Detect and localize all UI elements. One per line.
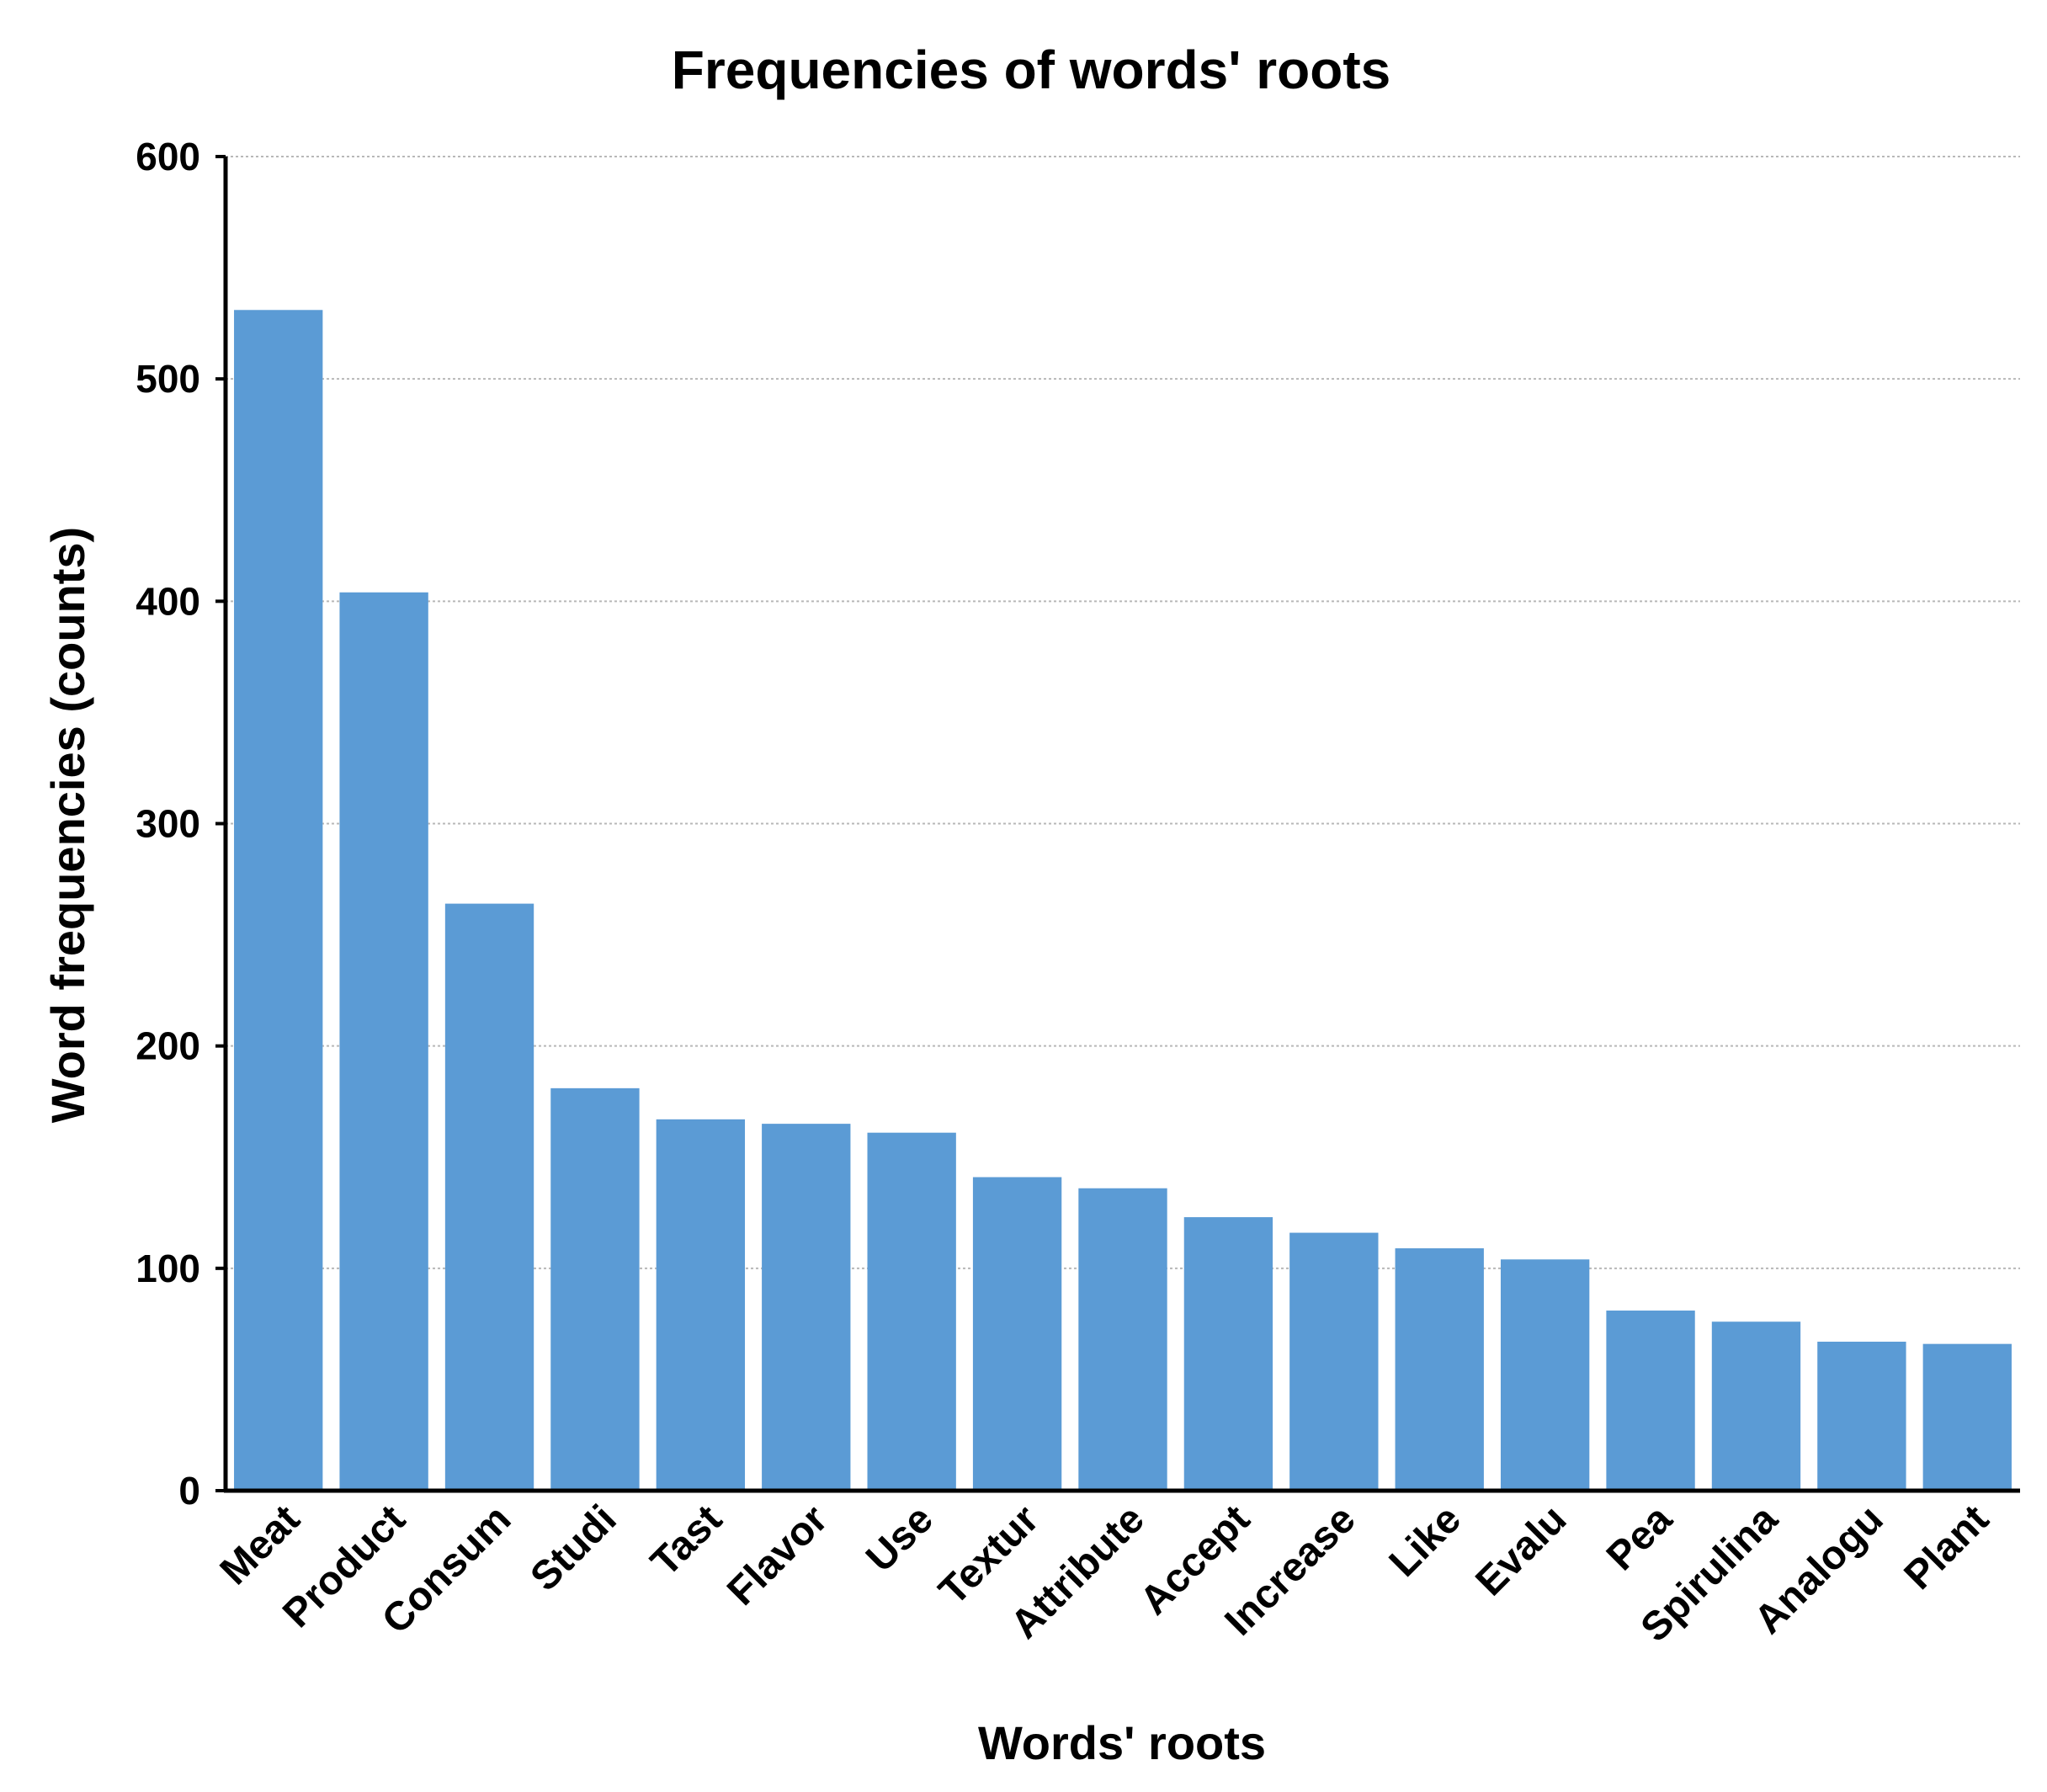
y-tick-label: 200 [136, 1024, 200, 1068]
y-tick-labels: 0 100 200 300 400 500 600 [136, 135, 200, 1513]
bar-flavor [762, 1124, 851, 1491]
bar-consum [444, 903, 534, 1491]
bar-increase [1289, 1232, 1379, 1491]
bar-product [339, 592, 428, 1492]
y-axis-title: Word frequencies (counts) [41, 527, 94, 1123]
bar-spirulina [1711, 1321, 1801, 1491]
bars [234, 310, 2012, 1492]
x-tick-label: Tast [642, 1497, 731, 1585]
x-tick-label: Flavor [719, 1497, 836, 1614]
y-tick-label: 600 [136, 135, 200, 178]
bar-textur [972, 1177, 1062, 1491]
x-tick-label: Studi [522, 1497, 625, 1599]
x-tick-label: Pea [1598, 1497, 1681, 1579]
x-axis-title: Words' roots [978, 1716, 1266, 1769]
y-tick-label: 500 [136, 357, 200, 401]
bar-attribute [1078, 1188, 1167, 1491]
y-tick-label: 0 [178, 1469, 200, 1513]
bar-tast [656, 1119, 746, 1491]
bar-use [867, 1132, 956, 1491]
x-tick-label: Plant [1896, 1497, 1997, 1598]
x-tick-label: Like [1381, 1497, 1470, 1585]
y-tick-label: 100 [136, 1247, 200, 1290]
chart-title: Frequencies of words' roots [672, 40, 1390, 100]
bar-accept [1183, 1217, 1273, 1491]
bar-pea [1606, 1311, 1695, 1491]
bar-evalu [1500, 1259, 1590, 1491]
y-tick-label: 300 [136, 802, 200, 846]
x-tick-label: Use [858, 1497, 942, 1581]
bar-meat [234, 310, 323, 1491]
x-tick-label: Meat [212, 1497, 309, 1593]
bar-studi [550, 1087, 640, 1491]
x-tick-label: Evalu [1467, 1497, 1575, 1604]
y-tick-label: 400 [136, 579, 200, 623]
bar-like [1395, 1248, 1484, 1491]
bar-plant [1922, 1343, 2012, 1491]
bar-analogu [1817, 1342, 1906, 1491]
axes [215, 155, 2020, 1493]
